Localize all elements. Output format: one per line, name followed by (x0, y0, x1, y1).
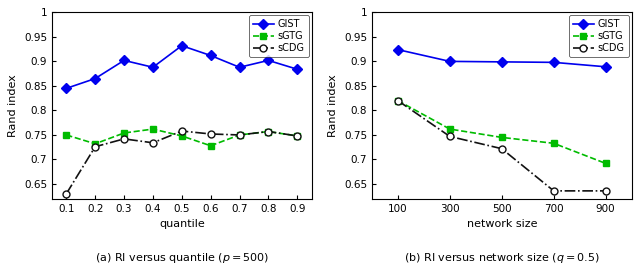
Line: GIST: GIST (394, 46, 609, 70)
sCDG (602, 189, 609, 193)
sCDG (264, 130, 272, 133)
sCDG (498, 147, 506, 150)
Text: (a) RI versus quantile ($p = 500$): (a) RI versus quantile ($p = 500$) (95, 251, 269, 265)
GIST (236, 66, 243, 69)
sCDG (207, 132, 214, 136)
Line: sCDG: sCDG (63, 128, 301, 197)
sGTG (602, 162, 609, 165)
sCDG (92, 145, 99, 148)
Legend: GIST, sGTG, sCDG: GIST, sGTG, sCDG (249, 15, 308, 57)
sGTG (63, 133, 70, 137)
sGTG (92, 142, 99, 145)
GIST (63, 87, 70, 90)
X-axis label: quantile: quantile (159, 219, 205, 229)
sCDG (550, 189, 557, 193)
Y-axis label: Rand index: Rand index (328, 74, 339, 137)
Y-axis label: Rand index: Rand index (8, 74, 19, 137)
sGTG (293, 134, 301, 138)
GIST (120, 59, 128, 62)
Line: sGTG: sGTG (394, 97, 609, 167)
sGTG (236, 133, 243, 137)
X-axis label: network size: network size (467, 219, 537, 229)
sGTG (498, 136, 506, 139)
sGTG (446, 128, 454, 131)
GIST (498, 60, 506, 63)
sGTG (178, 134, 186, 138)
sGTG (550, 142, 557, 145)
GIST (264, 59, 272, 62)
sGTG (120, 131, 128, 135)
sGTG (394, 99, 402, 102)
GIST (550, 61, 557, 64)
sGTG (264, 130, 272, 133)
GIST (178, 44, 186, 47)
GIST (92, 77, 99, 80)
Line: sCDG: sCDG (394, 97, 609, 194)
Line: sGTG: sGTG (63, 126, 301, 149)
sGTG (207, 144, 214, 147)
sCDG (394, 99, 402, 102)
GIST (293, 68, 301, 71)
sCDG (446, 135, 454, 138)
sCDG (293, 134, 301, 138)
sCDG (236, 133, 243, 137)
sCDG (149, 141, 157, 144)
Text: (b) RI versus network size ($q = 0.5$): (b) RI versus network size ($q = 0.5$) (404, 251, 600, 265)
sGTG (149, 128, 157, 131)
GIST (207, 54, 214, 57)
Line: GIST: GIST (63, 42, 301, 92)
GIST (602, 65, 609, 68)
GIST (149, 66, 157, 69)
Legend: GIST, sGTG, sCDG: GIST, sGTG, sCDG (569, 15, 628, 57)
sCDG (178, 129, 186, 133)
sCDG (63, 192, 70, 195)
sCDG (120, 137, 128, 140)
GIST (394, 48, 402, 51)
GIST (446, 60, 454, 63)
